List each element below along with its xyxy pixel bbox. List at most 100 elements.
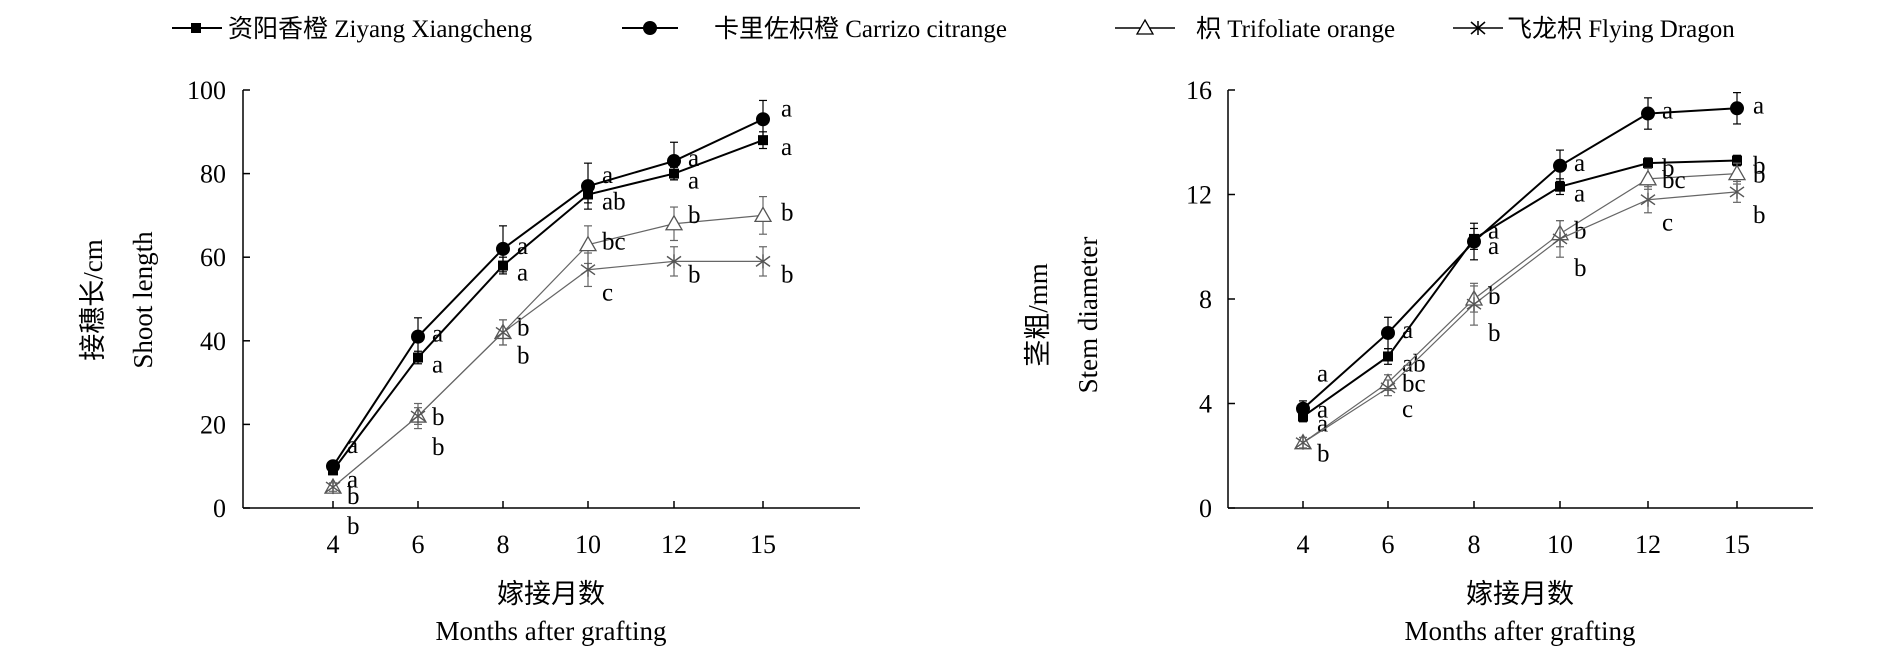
- significance-letter: b: [1488, 320, 1501, 347]
- significance-letter: b: [432, 434, 445, 461]
- significance-letter: b: [781, 261, 794, 288]
- series-line: [332, 260, 763, 488]
- x-tick-label: 12: [1635, 530, 1661, 559]
- significance-letter: b: [1317, 441, 1330, 468]
- x-tick-label: 8: [1468, 530, 1481, 559]
- legend-label: 卡里佐枳橙 Carrizo citrange: [714, 15, 1007, 43]
- significance-letter: a: [1317, 397, 1328, 424]
- significance-letter: a: [688, 145, 699, 172]
- x-tick-label: 12: [661, 530, 687, 559]
- significance-letter: a: [1488, 218, 1499, 245]
- data-point: [1641, 106, 1655, 121]
- data-point: [758, 135, 768, 146]
- series-line: [1302, 173, 1738, 444]
- x-tick-label: 15: [750, 530, 776, 559]
- significance-letter: b: [688, 261, 701, 288]
- legend-label: 飞龙枳 Flying Dragon: [1507, 15, 1735, 43]
- significance-letter: a: [1402, 317, 1413, 344]
- data-point: [581, 179, 595, 194]
- y-tick-label: 60: [200, 243, 226, 272]
- significance-letter: a: [517, 233, 528, 260]
- significance-letter: a: [1574, 181, 1585, 208]
- data-point: [1296, 401, 1310, 416]
- y-tick-label: 80: [200, 160, 226, 189]
- data-point: [1552, 231, 1568, 246]
- data-point: [496, 241, 510, 256]
- significance-letter: c: [1662, 210, 1673, 237]
- significance-letter: a: [432, 352, 443, 379]
- significance-letter: b: [1662, 155, 1675, 182]
- significance-letter: b: [517, 314, 530, 341]
- data-point: [1467, 234, 1481, 249]
- y-tick-label: 40: [200, 327, 226, 356]
- data-point: [664, 214, 684, 231]
- y-tick-label: 8: [1199, 285, 1212, 314]
- significance-letter: b: [781, 199, 794, 226]
- significance-letter: a: [1317, 411, 1328, 438]
- data-point: [667, 154, 681, 169]
- y-tick-label: 12: [1186, 181, 1212, 210]
- data-point: [410, 409, 426, 424]
- data-point: [1730, 101, 1744, 116]
- y-tick-label: 100: [187, 76, 226, 105]
- significance-letter: a: [688, 168, 699, 195]
- data-point: [753, 206, 773, 223]
- legend-item-carrizo-citrange: 卡里佐枳橙 Carrizo citrange: [622, 15, 1007, 43]
- significance-letter: bc: [1662, 167, 1686, 194]
- data-point: [326, 459, 340, 474]
- x-tick-label: 10: [1547, 530, 1573, 559]
- data-point: [413, 352, 423, 363]
- significance-letter: a: [781, 95, 792, 122]
- legend-label: 枳 Trifoliate orange: [1196, 15, 1395, 43]
- y-tick-label: 0: [213, 494, 226, 523]
- x-tick-label: 4: [1297, 530, 1310, 559]
- significance-letter: a: [1662, 98, 1673, 125]
- series-line: [332, 139, 764, 471]
- significance-letter: a: [517, 260, 528, 287]
- significance-letter: c: [1402, 396, 1413, 423]
- legend-item-flying-dragon: 飞龙枳 Flying Dragon: [1453, 15, 1735, 43]
- x-axis-title-cn: 嫁接月数: [1466, 579, 1574, 609]
- series-line: [1302, 107, 1738, 410]
- x-tick-label: 6: [1382, 530, 1395, 559]
- x-tick-label: 15: [1724, 530, 1750, 559]
- x-tick-label: 8: [497, 530, 510, 559]
- significance-letter: c: [602, 280, 613, 307]
- x-axis-title-cn: 嫁接月数: [497, 579, 605, 609]
- x-axis-title-en: Months after grafting: [436, 616, 667, 646]
- y-axis-title-cn: 接穗长/cm: [78, 239, 108, 361]
- significance-letter: b: [1753, 202, 1766, 229]
- data-point: [1295, 435, 1311, 450]
- series-line: [1302, 159, 1738, 418]
- y-tick-label: 4: [1199, 390, 1212, 419]
- data-point: [1466, 297, 1482, 312]
- y-tick-label: 16: [1186, 76, 1212, 105]
- significance-letter: a: [1317, 361, 1328, 388]
- data-point: [1732, 155, 1742, 166]
- significance-letter: b: [432, 404, 445, 431]
- significance-letter: b: [1753, 162, 1766, 189]
- significance-letter: a: [602, 162, 613, 189]
- data-point: [755, 254, 771, 269]
- significance-letter: bc: [1402, 371, 1426, 398]
- significance-letter: a: [347, 466, 358, 493]
- star-marker-icon: [1470, 21, 1486, 35]
- y-axis-title-en: Shoot length: [128, 231, 158, 369]
- legend: 资阳香橙 Ziyang Xiangcheng 卡里佐枳橙 Carrizo cit…: [172, 15, 1735, 43]
- significance-letter: b: [688, 202, 701, 229]
- data-point: [1383, 351, 1393, 362]
- series-line: [332, 214, 764, 488]
- y-tick-label: 0: [1199, 494, 1212, 523]
- data-point: [580, 262, 596, 277]
- significance-letter: bc: [602, 229, 626, 256]
- data-point: [1727, 164, 1747, 181]
- significance-letter: a: [1488, 233, 1499, 260]
- significance-letter: a: [347, 432, 358, 459]
- legend-item-trifoliate-orange: 枳 Trifoliate orange: [1115, 15, 1395, 43]
- y-axis-title-en: Stem diameter: [1073, 237, 1103, 394]
